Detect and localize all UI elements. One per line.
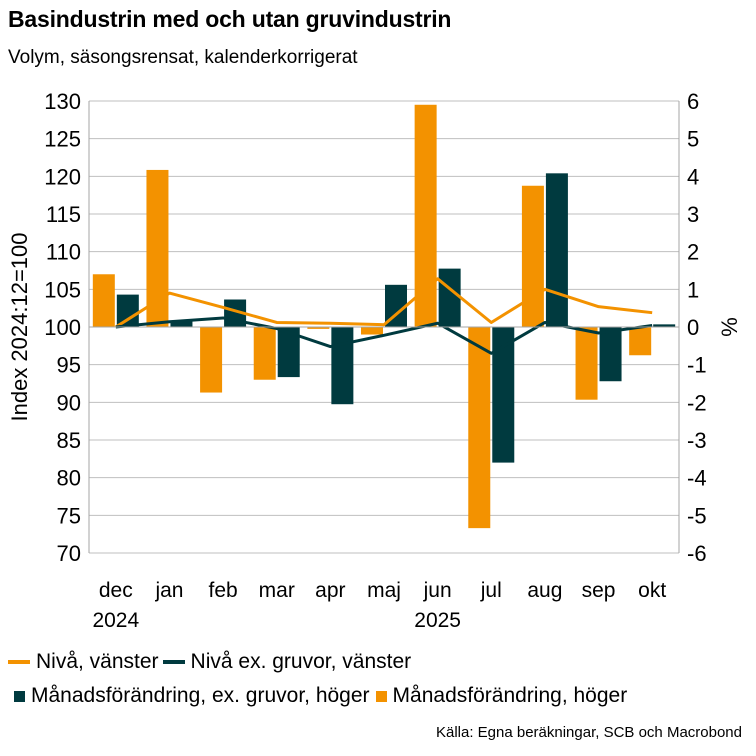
legend-item-change: Månadsförändring, höger bbox=[375, 684, 628, 708]
x-tick-label: sep bbox=[582, 579, 616, 602]
left-tick-label: 115 bbox=[46, 202, 81, 227]
left-tick-label: 110 bbox=[46, 240, 81, 265]
chart-title: Basindustrin med och utan gruvindustrin bbox=[8, 6, 452, 32]
right-tick-label: -6 bbox=[687, 541, 707, 566]
x-tick-label: dec bbox=[99, 579, 133, 602]
legend-item-level-ex-mining: Nivå ex. gruvor, vänster bbox=[162, 650, 412, 674]
legend-square-dark-icon bbox=[14, 690, 25, 702]
x-tick-label: okt bbox=[638, 579, 666, 602]
legend-label: Månadsförändring, ex. gruvor, höger bbox=[31, 684, 370, 707]
right-tick-label: -5 bbox=[687, 503, 707, 528]
bar-change-ex-mining bbox=[277, 327, 300, 378]
bar-change-total bbox=[361, 327, 383, 335]
bar-change-total bbox=[307, 327, 330, 329]
bar-change-total bbox=[92, 274, 115, 327]
x-axis-labels: dec jan feb mar apr maj jun jul aug sep okt 2024 202… bbox=[92, 579, 666, 632]
right-tick-label: 4 bbox=[687, 164, 699, 189]
legend-label: Månadsförändring, höger bbox=[392, 684, 628, 707]
bar-change-ex-mining bbox=[492, 327, 515, 463]
legend-row-2: Månadsförändring, ex. gruvor, höger Måna… bbox=[8, 684, 627, 708]
bar-change-total bbox=[468, 327, 491, 529]
bars-total bbox=[92, 104, 652, 529]
line-level-ex-mining bbox=[115, 316, 653, 355]
axis-titles: Index 2024:12=100% bbox=[7, 232, 742, 421]
x-tick-label: maj bbox=[367, 579, 401, 602]
bar-change-ex-mining bbox=[438, 268, 461, 327]
left-axis-title: Index 2024:12=100 bbox=[7, 232, 32, 421]
x-tick-label: aug bbox=[527, 579, 562, 602]
bar-change-ex-mining bbox=[116, 294, 139, 327]
legend-item-change-ex-mining: Månadsförändring, ex. gruvor, höger bbox=[8, 684, 370, 708]
bar-change-ex-mining bbox=[599, 327, 622, 382]
legend-line-dark-icon bbox=[162, 660, 185, 664]
right-tick-label: 1 bbox=[687, 277, 699, 302]
right-tick-label: -1 bbox=[687, 353, 707, 378]
bar-change-total bbox=[629, 327, 652, 356]
chart-subtitle: Volym, säsongsrensat, kalenderkorrigerat bbox=[8, 47, 358, 68]
bar-change-ex-mining bbox=[170, 320, 193, 327]
left-tick-label: 75 bbox=[57, 503, 81, 528]
x-tick-label: jun bbox=[423, 579, 452, 602]
bar-change-ex-mining bbox=[331, 327, 354, 405]
bar-change-ex-mining bbox=[545, 173, 568, 327]
x-tick-label: jul bbox=[480, 579, 502, 602]
right-tick-label: 3 bbox=[687, 202, 699, 227]
legend-label: Nivå, vänster bbox=[36, 650, 159, 673]
left-tick-label: 105 bbox=[44, 277, 81, 302]
right-tick-label: -3 bbox=[687, 428, 707, 453]
bars-ex-mining bbox=[116, 173, 676, 463]
legend-label: Nivå ex. gruvor, vänster bbox=[190, 650, 412, 673]
right-tick-label: -4 bbox=[687, 466, 707, 491]
left-tick-label: 80 bbox=[57, 466, 81, 491]
bar-change-total bbox=[521, 185, 544, 327]
x-year-label: 2024 bbox=[92, 609, 139, 632]
left-tick-label: 85 bbox=[57, 428, 81, 453]
bar-change-total bbox=[575, 327, 598, 400]
x-tick-label: apr bbox=[315, 579, 345, 602]
x-year-label: 2025 bbox=[414, 609, 461, 632]
x-tick-label: mar bbox=[259, 579, 295, 602]
bar-change-total bbox=[253, 327, 276, 380]
source-note: Källa: Egna beräkningar, SCB och Macrobo… bbox=[435, 724, 742, 741]
right-tick-label: 2 bbox=[687, 240, 699, 265]
left-tick-label: 125 bbox=[44, 127, 81, 152]
left-tick-label: 95 bbox=[57, 353, 81, 378]
bar-change-total bbox=[146, 169, 169, 327]
right-tick-label: -2 bbox=[687, 390, 707, 415]
legend-row-1: Nivå, vänster Nivå ex. gruvor, vänster bbox=[8, 650, 411, 674]
right-tick-label: 0 bbox=[687, 315, 699, 340]
left-tick-label: 130 bbox=[44, 89, 81, 114]
line-level bbox=[115, 277, 653, 329]
legend-line-orange-icon bbox=[8, 660, 30, 664]
x-tick-label: jan bbox=[154, 579, 183, 602]
legend-square-orange-icon bbox=[375, 690, 387, 702]
bar-change-ex-mining bbox=[385, 284, 407, 327]
bar-change-total bbox=[200, 327, 223, 393]
right-tick-label: 6 bbox=[687, 89, 699, 114]
left-tick-label: 90 bbox=[57, 390, 81, 415]
right-tick-label: 5 bbox=[687, 127, 699, 152]
left-axis-ticks: 70 75 80 85 90 95 100 105 110 115 120 125 130 bbox=[44, 89, 81, 566]
right-axis-title: % bbox=[717, 317, 742, 337]
x-tick-label: feb bbox=[208, 579, 237, 602]
level-lines bbox=[115, 277, 653, 355]
left-tick-label: 70 bbox=[57, 541, 81, 566]
right-axis-ticks: -6 -5 -4 -3 -2 -1 0 1 2 3 4 5 6 bbox=[687, 89, 707, 566]
left-tick-label: 100 bbox=[44, 315, 81, 340]
bar-change-ex-mining bbox=[653, 324, 676, 327]
legend-item-level: Nivå, vänster bbox=[8, 650, 159, 674]
left-tick-label: 120 bbox=[44, 164, 81, 189]
bar-change-total bbox=[414, 104, 437, 328]
